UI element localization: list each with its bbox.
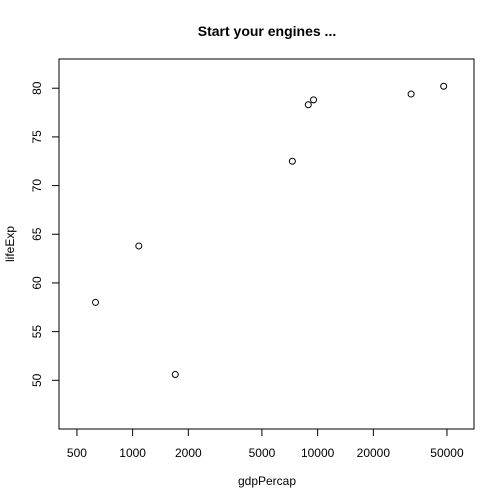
data-point (135, 242, 143, 250)
data-point (407, 90, 415, 98)
x-tick-label: 10000 (301, 446, 335, 460)
plot-frame (58, 58, 475, 430)
y-tick-label: 60 (30, 276, 44, 290)
y-tick-label: 65 (30, 227, 44, 241)
data-point (92, 298, 100, 306)
y-tick-label: 55 (30, 325, 44, 339)
y-tick-label: 70 (30, 179, 44, 193)
data-point (171, 370, 179, 378)
y-tick-label: 75 (30, 130, 44, 144)
chart-title: Start your engines ... (198, 23, 336, 39)
x-tick-label: 50000 (430, 446, 464, 460)
y-tick-label: 50 (30, 373, 44, 387)
x-tick-label: 5000 (249, 446, 276, 460)
y-axis: 50 55 60 65 70 75 80 (30, 81, 60, 387)
x-tick-label: 20000 (357, 446, 391, 460)
data-points (92, 82, 448, 378)
y-axis-label: lifeExp (3, 226, 17, 262)
y-tick-label: 80 (30, 81, 44, 95)
x-tick-label: 500 (67, 446, 87, 460)
data-point (304, 101, 312, 109)
x-tick-label: 1000 (119, 446, 146, 460)
data-point (310, 96, 318, 104)
data-point (440, 82, 448, 90)
data-point (288, 157, 296, 165)
x-tick-label: 2000 (175, 446, 202, 460)
x-axis-label: gdpPercap (238, 474, 296, 488)
x-axis: 500 1000 2000 5000 10000 20000 50000 (67, 428, 464, 460)
